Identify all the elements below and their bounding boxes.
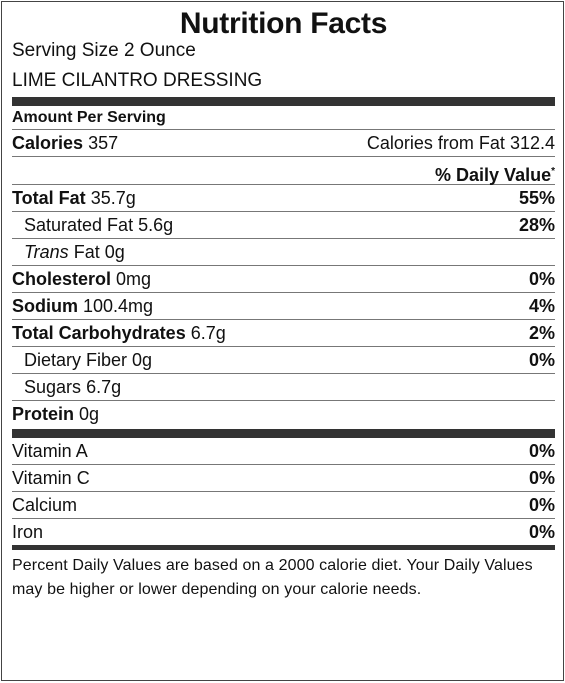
medium-divider	[12, 545, 555, 550]
calories-from-fat-value: 312.4	[509, 133, 555, 153]
thick-divider	[12, 97, 555, 106]
vitamin-label: Vitamin A	[12, 441, 88, 461]
nutrient-label: Dietary Fiber	[24, 350, 128, 370]
nutrient-amount: 5.6g	[138, 215, 174, 235]
nutrient-label-italic: Trans	[24, 242, 69, 262]
nutrient-row-trans-fat: Trans Fat 0g	[12, 239, 555, 266]
serving-size: Serving Size 2 Ounce	[12, 40, 196, 61]
nutrient-label: Sugars	[24, 377, 82, 397]
nutrient-percent: 0%	[528, 350, 555, 370]
vitamin-row-calcium: Calcium 0%	[12, 492, 555, 519]
vitamin-row-vitamin-a: Vitamin A 0%	[12, 438, 555, 465]
calories-from-fat-label: Calories from Fat	[366, 133, 505, 153]
nutrient-percent: 55%	[518, 188, 555, 208]
nutrient-label: Saturated Fat	[24, 215, 134, 235]
nutrient-row-sugars: Sugars 6.7g	[12, 374, 555, 401]
nutrient-row-total-carbohydrates: Total Carbohydrates 6.7g 2%	[12, 320, 555, 347]
product-name: LIME CILANTRO DRESSING	[12, 70, 263, 91]
nutrient-amount: 0g	[79, 404, 100, 424]
thick-divider	[12, 429, 555, 438]
vitamin-label: Iron	[12, 522, 44, 542]
nutrient-percent: 0%	[528, 269, 555, 289]
nutrient-label: Protein	[12, 404, 75, 424]
nutrient-amount: 6.7g	[86, 377, 122, 397]
nutrient-amount: 35.7g	[90, 188, 136, 208]
vitamin-row-iron: Iron 0%	[12, 519, 555, 545]
vitamin-percent: 0%	[528, 495, 555, 515]
nutrient-label: Total Fat	[12, 188, 86, 208]
vitamin-percent: 0%	[528, 468, 555, 488]
calories-label: Calories	[12, 133, 84, 153]
nutrient-label: Total Carbohydrates	[12, 323, 186, 343]
label-title: Nutrition Facts	[179, 7, 388, 40]
daily-value-header: % Daily Value*	[12, 157, 555, 185]
nutrient-percent: 28%	[518, 215, 555, 235]
nutrient-amount: 0g	[132, 350, 153, 370]
nutrient-amount: 0mg	[116, 269, 152, 289]
vitamin-label: Calcium	[12, 495, 78, 515]
vitamin-row-vitamin-c: Vitamin C 0%	[12, 465, 555, 492]
footnote: Percent Daily Values are based on a 2000…	[12, 557, 533, 598]
vitamin-label: Vitamin C	[12, 468, 90, 488]
amount-per-serving: Amount Per Serving	[12, 106, 555, 130]
calories-value: 357	[88, 133, 119, 153]
nutrient-amount: 100.4mg	[83, 296, 154, 316]
nutrient-row-saturated-fat: Saturated Fat 5.6g 28%	[12, 212, 555, 239]
nutrient-label: Sodium	[12, 296, 78, 316]
nutrient-row-dietary-fiber: Dietary Fiber 0g 0%	[12, 347, 555, 374]
nutrient-percent: 2%	[528, 323, 555, 343]
nutrient-percent: 4%	[528, 296, 555, 316]
nutrient-row-cholesterol: Cholesterol 0mg 0%	[12, 266, 555, 293]
nutrient-label: Fat	[73, 242, 100, 262]
calories-row: Calories 357 Calories from Fat 312.4	[12, 130, 555, 157]
nutrient-amount: 6.7g	[190, 323, 226, 343]
nutrient-row-total-fat: Total Fat 35.7g 55%	[12, 185, 555, 212]
nutrient-amount: 0g	[104, 242, 125, 262]
vitamin-percent: 0%	[528, 522, 555, 542]
nutrient-row-protein: Protein 0g	[12, 401, 555, 427]
nutrient-label: Cholesterol	[12, 269, 112, 289]
daily-value-asterisk: *	[551, 166, 555, 177]
vitamin-percent: 0%	[528, 441, 555, 461]
nutrient-row-sodium: Sodium 100.4mg 4%	[12, 293, 555, 320]
